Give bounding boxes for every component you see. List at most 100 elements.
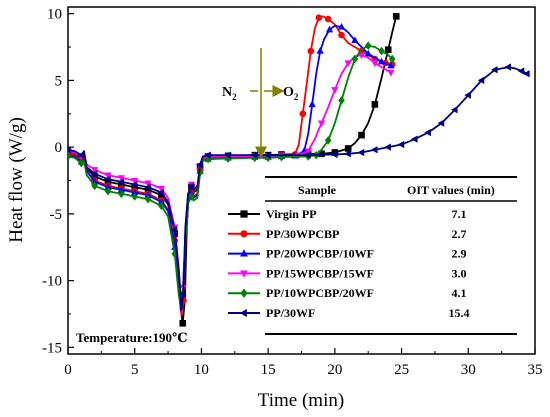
series-marker bbox=[68, 152, 72, 161]
series-marker bbox=[397, 140, 405, 149]
series-marker bbox=[504, 63, 511, 71]
table-cell-sample: PP/10WPCBP/20WF bbox=[266, 286, 374, 300]
series-marker bbox=[179, 290, 187, 298]
gas-after-label: O2 bbox=[283, 85, 299, 102]
series-marker bbox=[144, 194, 152, 204]
series-marker bbox=[117, 185, 126, 193]
series-marker bbox=[251, 153, 259, 163]
gas-switch-annotation: N2 O2 bbox=[222, 48, 299, 159]
x-tick-label: 30 bbox=[461, 362, 476, 378]
table-header-sample: Sample bbox=[298, 183, 337, 197]
series-marker bbox=[384, 143, 391, 151]
y-tick-label: 5 bbox=[55, 73, 63, 89]
series-marker bbox=[187, 182, 195, 190]
series-marker bbox=[315, 14, 323, 21]
series-marker bbox=[308, 100, 316, 108]
series-marker bbox=[240, 249, 248, 257]
series-marker bbox=[224, 151, 231, 159]
series-marker bbox=[338, 31, 345, 39]
series-marker bbox=[370, 146, 378, 154]
series-marker bbox=[196, 160, 203, 169]
x-axis-ticks: 0 5 10 15 20 25 30 35 bbox=[64, 348, 543, 378]
series-marker bbox=[196, 168, 204, 177]
series-marker bbox=[104, 175, 111, 183]
series-marker bbox=[130, 180, 138, 189]
table-cell-sample: Virgin PP bbox=[266, 207, 317, 221]
series-marker bbox=[240, 270, 248, 278]
series-marker bbox=[118, 181, 125, 188]
series-marker bbox=[307, 47, 315, 55]
series-marker bbox=[304, 151, 311, 159]
series-marker bbox=[144, 186, 152, 194]
table-cell-sample: PP/20WPCBP/10WF bbox=[266, 247, 374, 261]
series-marker bbox=[131, 192, 139, 201]
series-marker bbox=[330, 150, 338, 159]
series-marker bbox=[118, 189, 125, 199]
y-axis-title: Heat flow (W/g) bbox=[6, 117, 27, 243]
table-header-oit: OIT values (min) bbox=[407, 183, 495, 197]
series-marker bbox=[357, 148, 365, 157]
table-cell-oit: 15.4 bbox=[449, 306, 470, 320]
series-marker bbox=[131, 177, 139, 185]
series-marker bbox=[104, 186, 112, 196]
table-cell-oit: 7.1 bbox=[452, 207, 467, 221]
series-line bbox=[68, 66, 528, 310]
series-marker bbox=[523, 70, 530, 78]
series-marker bbox=[179, 320, 187, 327]
table-cell-oit: 2.7 bbox=[452, 227, 467, 241]
series-marker bbox=[299, 110, 307, 118]
series-marker bbox=[104, 178, 112, 186]
series-marker bbox=[104, 183, 112, 190]
y-axis-ticks: -15 -10 -5 0 5 10 bbox=[42, 7, 74, 356]
series-marker bbox=[91, 167, 99, 174]
table-cell-sample: PP/30WF bbox=[266, 306, 315, 320]
table-row: PP/15WPCBP/15WF 3.0 bbox=[228, 266, 467, 280]
series-marker bbox=[364, 41, 372, 50]
series-marker bbox=[316, 47, 324, 54]
series-marker bbox=[387, 61, 395, 69]
series-marker bbox=[264, 153, 272, 163]
series-marker bbox=[68, 146, 71, 154]
series-marker bbox=[324, 136, 332, 145]
series-marker bbox=[240, 288, 248, 298]
table-cell-oit: 3.0 bbox=[452, 266, 467, 280]
series-marker bbox=[318, 150, 325, 158]
series-marker bbox=[158, 191, 165, 199]
series-marker bbox=[91, 173, 98, 180]
table-cell-oit: 4.1 bbox=[452, 286, 467, 300]
series-marker bbox=[90, 170, 98, 178]
x-tick-label: 25 bbox=[394, 362, 409, 378]
gas-before-label: N2 bbox=[222, 85, 237, 102]
series-marker bbox=[477, 76, 485, 85]
x-tick-label: 20 bbox=[327, 362, 342, 378]
table-row: PP/30WF 15.4 bbox=[228, 306, 470, 320]
table-row: PP/20WPCBP/10WF 2.9 bbox=[228, 247, 467, 261]
series-marker bbox=[324, 15, 332, 23]
series-marker bbox=[424, 128, 431, 137]
series-layer bbox=[68, 13, 530, 327]
y-tick-label: -15 bbox=[42, 340, 62, 356]
series-marker bbox=[371, 60, 379, 68]
series-marker bbox=[239, 309, 247, 317]
series-marker bbox=[77, 151, 84, 159]
series-marker bbox=[357, 52, 366, 60]
series-marker bbox=[378, 46, 385, 56]
series-marker bbox=[338, 96, 345, 105]
series-marker bbox=[344, 145, 352, 152]
y-tick-label: 0 bbox=[55, 140, 63, 156]
series-marker bbox=[157, 197, 166, 205]
series-marker bbox=[240, 210, 248, 218]
series-marker bbox=[410, 135, 418, 143]
series-marker bbox=[144, 191, 152, 198]
table-cell-sample: PP/15WPCBP/15WF bbox=[266, 266, 374, 280]
series-marker bbox=[144, 180, 152, 188]
series-marker bbox=[364, 49, 372, 57]
x-tick-label: 35 bbox=[528, 362, 543, 378]
series-marker bbox=[377, 57, 386, 65]
series-marker bbox=[188, 192, 195, 201]
y-tick-label: 10 bbox=[47, 7, 62, 23]
series-marker bbox=[517, 67, 525, 75]
series-marker bbox=[104, 172, 112, 180]
series-marker bbox=[131, 188, 139, 196]
series-marker bbox=[317, 120, 326, 128]
